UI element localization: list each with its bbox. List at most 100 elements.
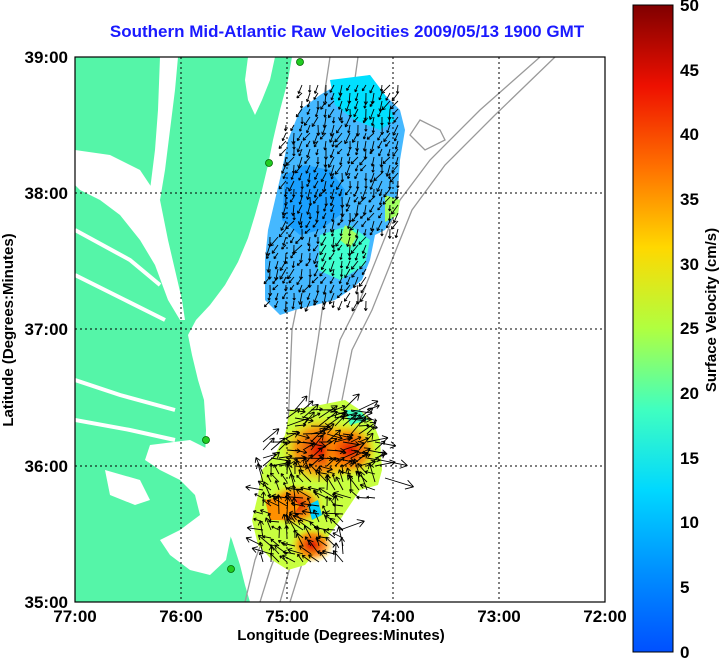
velocity-arrow (359, 212, 367, 219)
y-tick-label: 37:00 (25, 320, 68, 339)
velocity-arrow (353, 116, 359, 123)
velocity-arrow (350, 436, 362, 443)
velocity-arrow (291, 484, 297, 499)
velocity-arrow (334, 404, 346, 411)
velocity-arrow (283, 300, 288, 313)
velocity-arrow (362, 252, 367, 259)
velocity-arrow (368, 108, 375, 120)
velocity-arrow (369, 204, 375, 213)
velocity-arrow (329, 188, 335, 200)
velocity-arrow (366, 495, 376, 500)
velocity-arrow (302, 411, 315, 427)
velocity-arrow (290, 252, 295, 259)
velocity-arrow (351, 268, 359, 278)
velocity-arrow (245, 536, 264, 547)
velocity-arrow (388, 204, 392, 212)
velocity-arrow (288, 473, 296, 491)
velocity-arrow (312, 132, 319, 145)
velocity-arrow (321, 510, 328, 523)
velocity-arrow (322, 284, 327, 295)
velocity-arrow (313, 292, 319, 303)
station-marker (296, 58, 304, 66)
velocity-arrow (310, 434, 324, 451)
velocity-arrow (298, 545, 312, 555)
velocity-arrow (271, 525, 280, 531)
grid-lines (75, 57, 605, 602)
velocity-arrow (387, 212, 392, 222)
velocity-arrow (354, 100, 359, 110)
velocity-arrow (326, 433, 343, 441)
velocity-arrow (334, 416, 345, 427)
velocity-arrow (382, 196, 391, 205)
velocity-arrow (353, 196, 359, 203)
velocity-arrow (321, 549, 336, 555)
velocity-arrow (296, 132, 303, 142)
sound-water (145, 440, 232, 575)
velocity-arrow (329, 284, 335, 294)
velocity-arrow (336, 148, 343, 155)
velocity-arrow (282, 276, 287, 284)
velocity-arrow (339, 156, 343, 166)
velocity-arrow (334, 456, 345, 467)
station-marker (202, 436, 210, 444)
velocity-arrow (322, 300, 327, 311)
velocity-arrow (310, 412, 321, 419)
velocity-arrow (337, 220, 343, 226)
velocity-arrow (316, 236, 320, 244)
axes-frame (74, 56, 606, 603)
velocity-arrow (263, 300, 271, 308)
velocity-arrow (330, 172, 335, 180)
velocity-arrow (337, 244, 343, 251)
velocity-arrow (361, 220, 367, 228)
velocity-arrow (364, 470, 376, 475)
velocity-arrow (394, 228, 399, 239)
velocity-arrow (393, 132, 399, 142)
velocity-arrow (287, 547, 304, 555)
x-tick-label: 76:00 (159, 607, 202, 626)
velocity-arrow (347, 474, 360, 491)
velocity-arrow (266, 474, 272, 483)
velocity-arrow (340, 172, 345, 183)
colorbar-tick-label: 5 (680, 578, 689, 597)
velocity-arrow (262, 481, 272, 499)
velocity-arrow (319, 268, 327, 277)
velocity-arrow (280, 220, 287, 231)
velocity-arrow (378, 188, 383, 197)
velocity-arrow (294, 449, 308, 455)
velocity-arrow (337, 300, 343, 311)
velocity-arrow (345, 196, 351, 207)
x-tick-label: 73:00 (477, 607, 520, 626)
velocity-arrow (254, 493, 264, 499)
velocity-arrow (334, 140, 343, 148)
velocity-arrow (360, 188, 367, 200)
x-axis-ticks: 77:00 76:00 75:00 74:00 73:00 72:00 (53, 607, 626, 626)
velocity-arrow (330, 228, 335, 237)
velocity-arrow (330, 92, 335, 101)
velocity-arrow (348, 108, 352, 118)
velocity-arrow (283, 124, 288, 132)
velocity-arrow (361, 84, 367, 92)
velocity-arrow (260, 491, 267, 507)
velocity-arrow (313, 84, 319, 94)
velocity-arrow (318, 487, 336, 499)
velocity-arrow (329, 132, 335, 143)
velocity-arrow (278, 228, 287, 238)
velocity-arrow (356, 495, 368, 500)
velocity-arrow (346, 300, 351, 308)
velocity-arrow (339, 284, 343, 292)
velocity-arrow (298, 124, 303, 132)
velocity-arrow (257, 520, 265, 539)
velocity-arrow (268, 519, 280, 524)
velocity-arrow (396, 180, 400, 189)
velocity-arrow (377, 204, 383, 211)
velocity-arrow (318, 423, 335, 435)
velocity-arrow (371, 124, 375, 134)
velocity-arrow (313, 252, 319, 265)
velocity-arrow (345, 276, 351, 286)
velocity-arrow (307, 172, 311, 183)
velocity-arrow (388, 180, 392, 190)
map-title: Southern Mid-Atlantic Raw Velocities 200… (109, 22, 585, 41)
velocity-arrow (273, 252, 279, 260)
velocity-arrow (278, 140, 287, 150)
velocity-arrow (265, 244, 271, 257)
